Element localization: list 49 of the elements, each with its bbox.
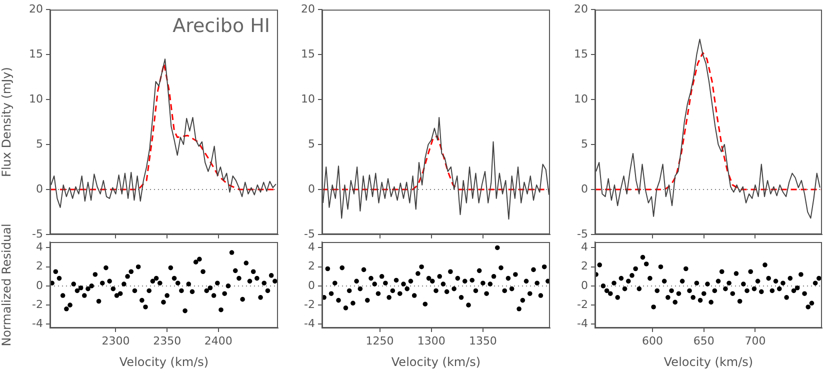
y-tick-label: 4 (581, 240, 588, 254)
y-tick-label: 2 (36, 260, 43, 273)
x-tick-label: 1350 (468, 334, 497, 348)
y-tick-label: 0 (581, 182, 588, 196)
y-tick-label: 2 (581, 260, 588, 273)
y-tick-label: 0 (36, 182, 43, 196)
y-tick-label: -5 (32, 227, 43, 240)
y-tick-label: 10 (301, 92, 315, 106)
y-tick-label: 20 (29, 2, 43, 16)
y-tick-label: 2 (308, 260, 315, 273)
y-tick-label: 0 (36, 278, 43, 292)
x-axis-title: Velocity (km/s) (119, 354, 209, 369)
line-series (322, 136, 550, 190)
y-tick-label: 15 (301, 47, 315, 60)
y-tick-label: -2 (577, 298, 588, 311)
y-tick-label: 20 (574, 2, 588, 16)
y-tick-label: 15 (29, 47, 43, 60)
x-axis-title: Velocity (km/s) (391, 354, 481, 369)
y-tick-label: 20 (301, 2, 315, 16)
y-tick-label: -2 (304, 298, 315, 311)
x-tick-label: 1300 (417, 334, 446, 348)
x-tick-label: 2300 (102, 334, 130, 348)
y-tick-label: 0 (581, 278, 588, 292)
y-tick-label: 5 (308, 137, 315, 150)
y-tick-label: 4 (308, 240, 315, 254)
x-tick-label: 2350 (153, 334, 182, 348)
y-tick-label: -5 (304, 227, 315, 240)
x-tick-label: 650 (693, 334, 714, 348)
y-tick-label: 10 (29, 92, 43, 106)
y-axis-title: Normalized Residual (0, 224, 14, 346)
y-tick-label: -4 (32, 317, 43, 330)
y-tick-label: 0 (308, 182, 315, 196)
y-tick-label: -5 (577, 227, 588, 240)
y-tick-label: 5 (36, 137, 43, 150)
y-tick-label: 15 (574, 47, 588, 60)
y-tick-label: -4 (577, 317, 588, 330)
x-axis-title: Velocity (km/s) (664, 354, 754, 369)
x-tick-label: 600 (642, 334, 664, 348)
x-tick-label: 2400 (204, 334, 232, 348)
x-tick-label: 1250 (366, 334, 394, 348)
x-tick-label: 700 (744, 334, 766, 348)
y-tick-label: 4 (36, 240, 43, 254)
annotation: Arecibo HI (172, 15, 270, 38)
y-axis-title: Flux Density (mJy) (0, 67, 14, 177)
y-tick-label: -2 (32, 298, 43, 311)
y-tick-label: 5 (581, 137, 588, 150)
y-tick-label: 10 (574, 92, 588, 106)
y-tick-label: 0 (308, 278, 315, 292)
y-tick-label: -4 (304, 317, 315, 330)
